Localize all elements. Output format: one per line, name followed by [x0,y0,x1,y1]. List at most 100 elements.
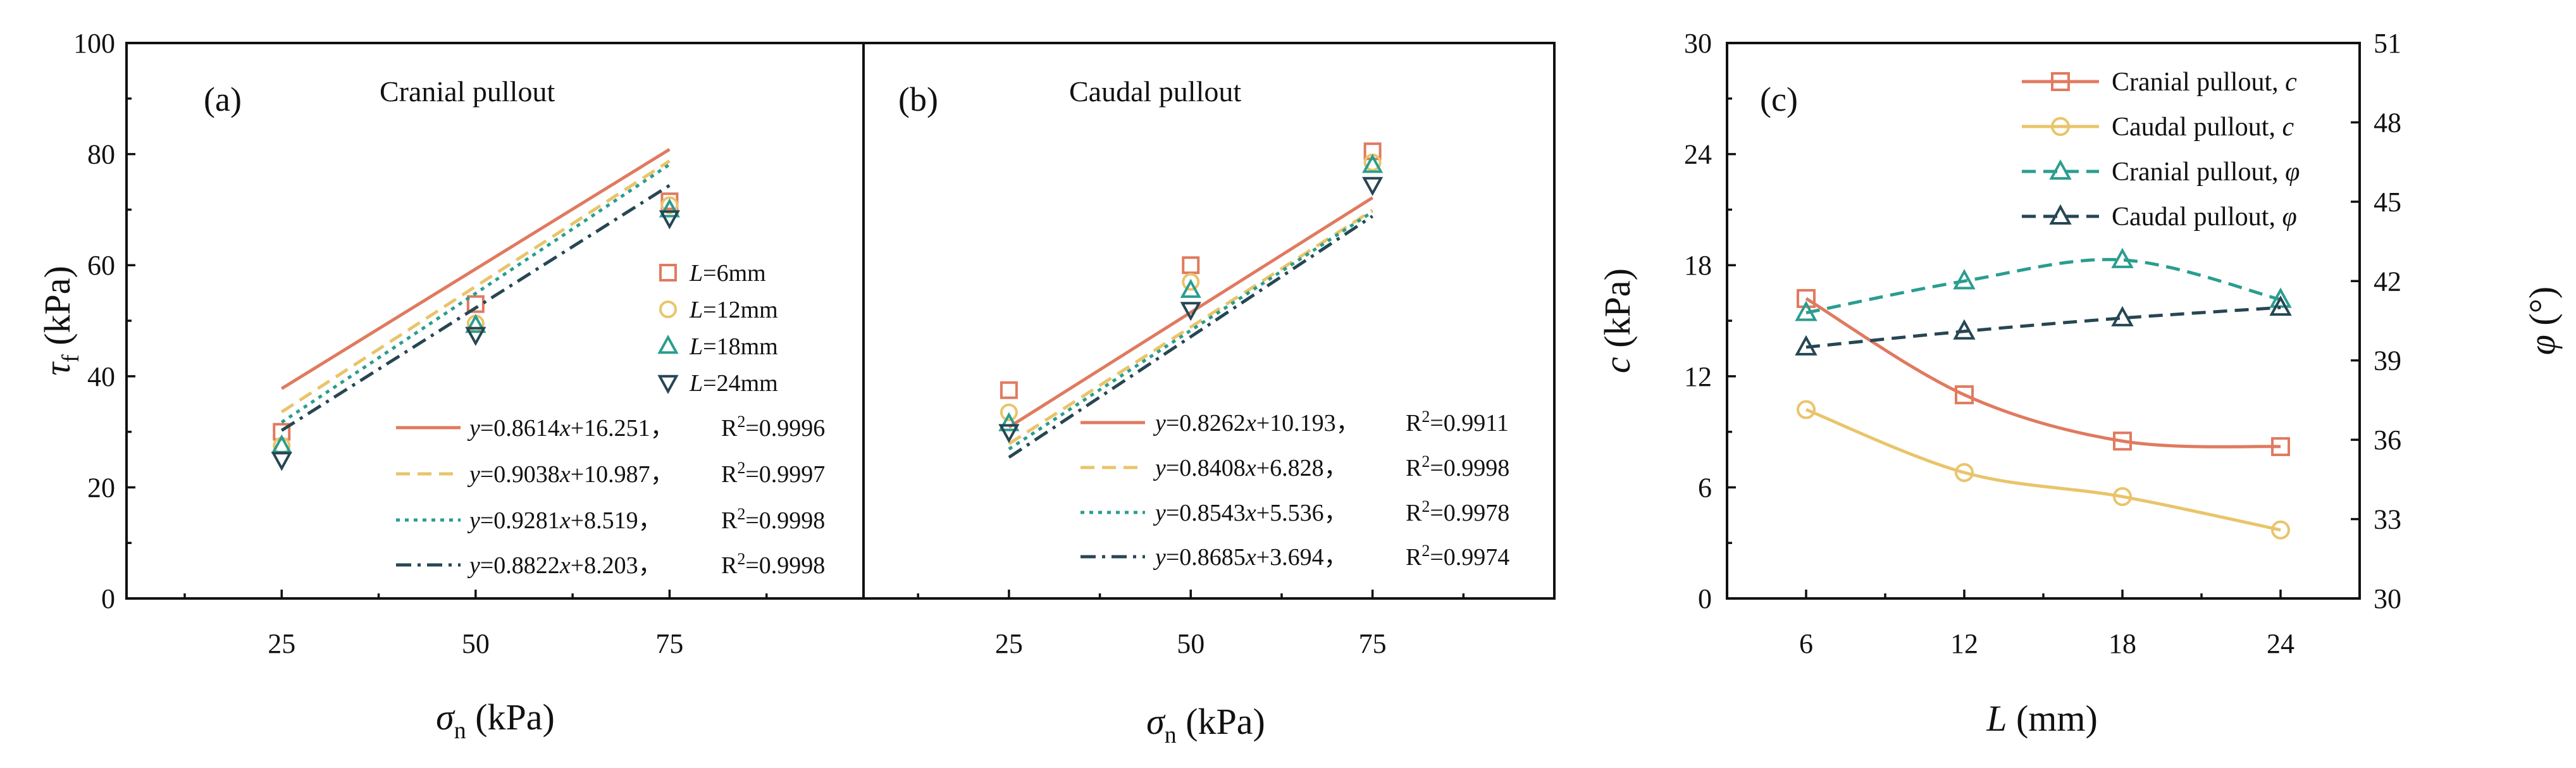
a-legend-marker-3 [657,335,679,354]
c-y2-tick-label: 30 [2374,583,2401,614]
c-y-tick-label: 18 [1684,250,1712,281]
c-legend-text-4: Caudal pullout, φ [2112,202,2297,232]
c-legend-marker-4 [2049,204,2072,225]
a-legend-text-2: L=12mm [689,297,778,323]
a-fit-eq-4: y=0.8822x+8.203， [467,552,662,579]
data-point-3-1 [998,412,1020,431]
panel-a-fit-legend: y=0.8614x+16.251， R2=0.9996 y=0.9038x+10… [396,412,825,579]
data-point-1-2 [466,295,485,313]
c-series-line-4 [1805,306,2281,349]
c-y2-ticks: 30 33 36 39 42 45 48 51 [2351,28,2401,614]
c-legend-text-3: Cranial pullout, φ [2112,158,2300,187]
c-y2-label: φ (°) [2522,287,2563,355]
data-point-3-3 [1362,154,1384,173]
panel-a-title: Cranial pullout [380,75,555,108]
x-tick-label: 25 [995,628,1023,659]
c-x-tick-label: 18 [2108,628,2136,659]
c-point-3-2 [1953,269,1976,290]
y-tick-label: 20 [87,472,115,503]
panel-c-label: (c) [1760,80,1798,118]
c-point-2-2 [1955,462,1974,482]
panel-a-plot [271,147,681,471]
b-fit-eq-2: y=0.8408x+6.828， [1153,455,1348,481]
c-legend-text-1: Cranial pullout, c [2112,68,2297,97]
c-x-tick-label: 12 [1950,628,1978,659]
y-tick-label: 60 [87,250,115,281]
x-tick-label: 50 [462,628,490,659]
c-point-1-1 [1797,288,1816,308]
x-tick-label: 50 [1177,628,1204,659]
c-point-2-3 [2113,487,2132,507]
a-legend-text-1: L=6mm [689,260,766,287]
a-legend-marker-2 [659,300,677,318]
panel-b-title: Caudal pullout [1069,75,1241,108]
c-y-tick-label: 30 [1684,28,1712,59]
c-point-1-4 [2271,437,2290,457]
fit-line-2 [1008,209,1373,445]
data-point-4-2 [1180,302,1201,321]
fit-line-4 [1008,214,1374,459]
c-y2-tick-label: 48 [2374,107,2401,138]
c-y-tick-label: 0 [1698,583,1712,614]
b-fit-eq-1: y=0.8262x+10.193， [1153,410,1360,437]
c-legend-marker-1 [2051,72,2070,91]
data-point-3-2 [465,314,486,333]
b-fit-r2-4: R2=0.9974 [1406,542,1509,571]
a-legend-marker-1 [659,264,677,282]
a-fit-eq-2: y=0.9038x+10.987， [467,461,674,488]
c-series-line-1 [1805,297,2281,449]
c-y-label: c (kPa) [1597,268,1638,373]
panel-c-plot [1795,247,2292,540]
a-fit-eq-1: y=0.8614x+16.251， [467,415,674,442]
b-fit-legend-lines [1081,421,1145,559]
c-series-line-2 [1805,408,2281,532]
data-point-1-2 [1182,256,1200,275]
x-tick-label: 75 [1359,628,1387,659]
ab-y-label: τf (kPa) [37,266,84,376]
fit-line-3 [280,163,671,424]
c-point-3-3 [2111,247,2134,268]
b-fit-r2-2: R2=0.9998 [1406,452,1509,481]
c-y-tick-label: 6 [1698,472,1712,503]
a-fit-r2-2: R2=0.9997 [721,459,825,488]
data-point-4-1 [271,452,292,471]
panel-c: 6 12 18 24 0 6 12 18 24 30 30 33 36 39 42 45 48 51 c (k… [1597,28,2563,739]
panel-a-label: (a) [204,80,242,118]
panel-c-legend: Cranial pullout, c Caudal pullout, c Cra… [2022,68,2300,232]
data-point-2-2 [1182,273,1200,291]
c-point-1-3 [2113,431,2132,451]
c-series-line-3 [1805,257,2281,314]
c-x-tick-label: 6 [1799,628,1813,659]
c-point-4-1 [1795,335,1817,356]
c-point-3-4 [2269,287,2292,308]
a-fit-r2-1: R2=0.9996 [721,412,825,442]
b-x-ticks: 25 50 75 [917,590,1465,659]
c-y-ticks: 0 6 12 18 24 30 [1684,28,1736,614]
a-fit-eq-3: y=0.9281x+8.519， [467,507,662,534]
panel-b-plot [998,142,1384,459]
c-legend-marker-2 [2051,117,2070,136]
fit-line-4 [280,183,671,432]
c-x-label: L (mm) [1986,698,2098,739]
a-legend-text-4: L=24mm [689,370,778,397]
c-x-ticks: 6 12 18 24 [1726,590,2361,659]
c-point-1-2 [1955,385,1974,405]
a-x-label: σn (kPa) [436,697,555,744]
panel-b-label: (b) [898,80,938,118]
fit-line-3 [1008,210,1373,450]
c-y-tick-label: 12 [1684,361,1712,392]
a-x-ticks: 25 50 75 [183,590,768,659]
c-y2-tick-label: 39 [2374,345,2401,376]
c-legend-marker-3 [2049,159,2072,180]
data-point-1-1 [1000,381,1018,399]
c-point-3-1 [1795,300,1817,321]
x-tick-label: 75 [655,628,683,659]
c-y2-tick-label: 42 [2374,266,2401,297]
data-point-2-3 [660,196,679,214]
panel-a-marker-legend: L=6mm L=12mm L=18mm L=24mm [657,260,778,397]
ab-y-ticks: 0 20 40 60 80 100 [73,28,135,614]
y-tick-label: 0 [101,583,115,614]
c-y2-tick-label: 36 [2374,424,2401,455]
c-y2-tick-label: 45 [2374,187,2401,218]
